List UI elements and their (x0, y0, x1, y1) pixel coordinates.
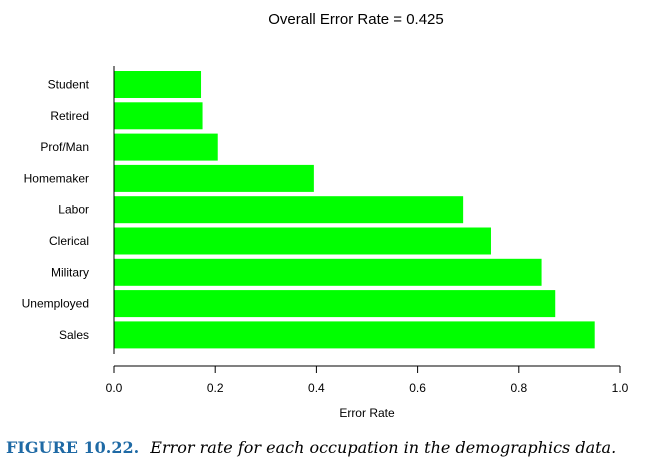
y-tick-label: Sales (59, 328, 89, 342)
figure-caption: FIGURE 10.22. Error rate for each occupa… (6, 438, 660, 457)
bar-prof-man (114, 133, 218, 161)
bar-clerical (114, 227, 491, 255)
y-tick-label: Prof/Man (40, 140, 89, 154)
x-axis-label: Error Rate (339, 406, 395, 420)
y-tick-label: Clerical (49, 234, 89, 248)
figure-number: FIGURE 10.22. (6, 438, 140, 457)
x-tick-label: 0.2 (207, 381, 224, 395)
x-tick-label: 0.0 (106, 381, 123, 395)
bar-unemployed (114, 290, 556, 318)
x-tick-label: 1.0 (612, 381, 629, 395)
y-tick-label: Unemployed (22, 297, 89, 311)
figure-caption-text: Error rate for each occupation in the de… (150, 438, 617, 457)
x-tick-label: 0.8 (510, 381, 527, 395)
error-rate-bar-chart: Overall Error Rate = 0.425 Student Retire… (22, 11, 629, 420)
y-tick-label: Student (48, 78, 90, 92)
x-tick-label: 0.4 (308, 381, 325, 395)
x-tick-label: 0.6 (409, 381, 426, 395)
y-tick-label: Military (51, 265, 89, 279)
y-tick-label: Labor (58, 203, 89, 217)
bar-homemaker (114, 164, 314, 192)
chart-title: Overall Error Rate = 0.425 (268, 11, 444, 28)
bar-student (114, 71, 202, 98)
bar-sales (114, 321, 595, 349)
bar-labor (114, 196, 464, 224)
y-tick-label: Retired (50, 109, 89, 123)
bar-military (114, 258, 542, 286)
bar-retired (114, 102, 203, 130)
y-tick-label: Homemaker (24, 171, 89, 185)
